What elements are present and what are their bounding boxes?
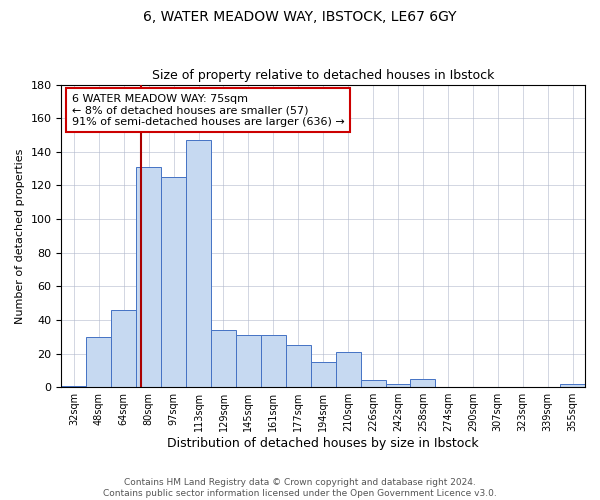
Bar bbox=[286, 345, 311, 387]
Bar bbox=[186, 140, 211, 387]
Bar bbox=[386, 384, 410, 387]
Bar bbox=[111, 310, 136, 387]
Bar bbox=[261, 335, 286, 387]
Y-axis label: Number of detached properties: Number of detached properties bbox=[15, 148, 25, 324]
Bar bbox=[211, 330, 236, 387]
Text: Contains HM Land Registry data © Crown copyright and database right 2024.
Contai: Contains HM Land Registry data © Crown c… bbox=[103, 478, 497, 498]
Bar bbox=[361, 380, 386, 387]
Text: 6 WATER MEADOW WAY: 75sqm
← 8% of detached houses are smaller (57)
91% of semi-d: 6 WATER MEADOW WAY: 75sqm ← 8% of detach… bbox=[72, 94, 344, 127]
Bar bbox=[311, 362, 335, 387]
Bar bbox=[161, 177, 186, 387]
Title: Size of property relative to detached houses in Ibstock: Size of property relative to detached ho… bbox=[152, 69, 494, 82]
Text: 6, WATER MEADOW WAY, IBSTOCK, LE67 6GY: 6, WATER MEADOW WAY, IBSTOCK, LE67 6GY bbox=[143, 10, 457, 24]
Bar bbox=[560, 384, 585, 387]
Bar bbox=[136, 167, 161, 387]
Bar bbox=[410, 379, 436, 387]
Bar bbox=[236, 335, 261, 387]
X-axis label: Distribution of detached houses by size in Ibstock: Distribution of detached houses by size … bbox=[167, 437, 479, 450]
Bar bbox=[335, 352, 361, 387]
Bar bbox=[86, 337, 111, 387]
Bar bbox=[61, 386, 86, 387]
